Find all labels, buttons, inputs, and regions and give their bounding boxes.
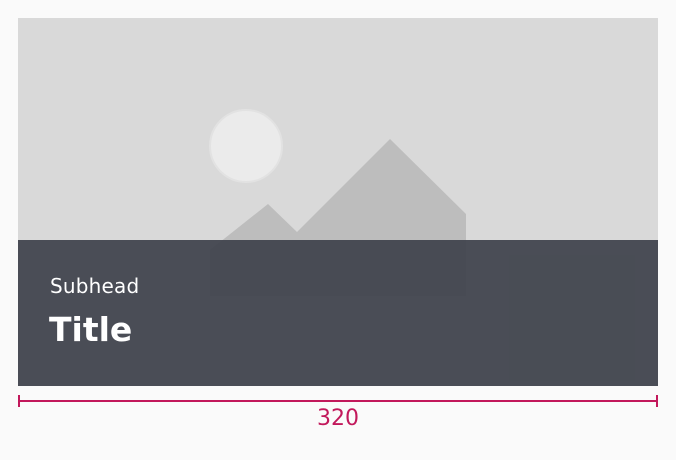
dimension-line <box>18 395 658 407</box>
card-subhead: Subhead <box>50 274 140 298</box>
card-caption-overlay: Subhead Title <box>18 240 658 386</box>
dimension-label: 320 <box>317 406 359 431</box>
width-dimension-marker: 320 <box>18 394 658 444</box>
sun-shape <box>209 109 283 183</box>
image-card: Subhead Title <box>18 18 658 386</box>
card-title: Title <box>49 310 133 349</box>
